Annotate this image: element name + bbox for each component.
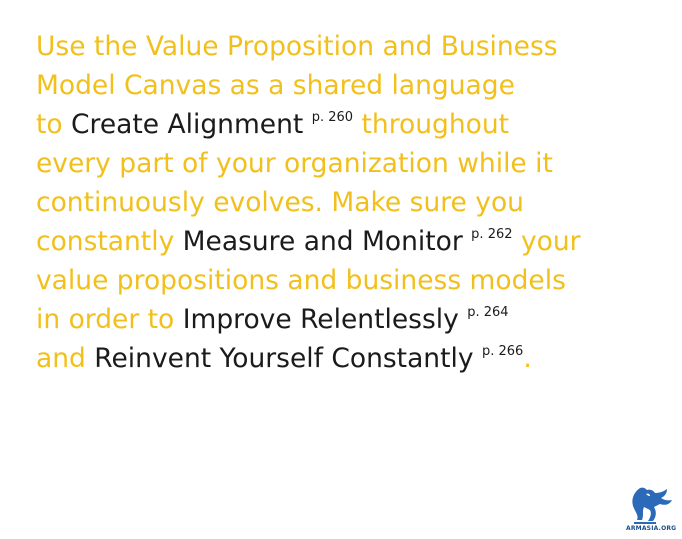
section-reference-reinvent-yourself-constantly[interactable]: Reinvent Yourself Constantly [94, 343, 474, 374]
page-reference: p. 264 [467, 305, 509, 320]
passage-text: continuously evolves. Make sure you [36, 187, 524, 218]
passage-line-9: and Reinvent Yourself Constantly p. 266. [36, 339, 676, 378]
passage-text: Use the Value Proposition and Business [36, 31, 558, 62]
passage-text: and [36, 343, 95, 374]
passage-line-6: constantly Measure and Monitor p. 262 yo… [36, 222, 676, 261]
griffin-logo-icon [632, 487, 672, 524]
passage-text: every part of your organization while it [36, 148, 553, 179]
passage-line-7: value propositions and business models [36, 261, 676, 300]
passage-text: . [523, 343, 532, 374]
passage-line-1: Use the Value Proposition and Business [36, 27, 676, 66]
watermark-logo: ARMASIA.ORG [626, 484, 682, 534]
passage-line-3: to Create Alignment p. 260 throughout [36, 105, 676, 144]
page-reference: p. 266 [481, 344, 524, 359]
passage-text: value propositions and business models [36, 265, 566, 296]
logo-text: ARMASIA.ORG [626, 525, 677, 532]
passage-text: constantly [36, 226, 183, 257]
passage-line-2: Model Canvas as a shared language [36, 66, 676, 105]
body-passage: Use the Value Proposition and Business M… [36, 27, 676, 378]
passage-line-8: in order to Improve Relentlessly p. 264 [36, 300, 676, 339]
passage-text: throughout [353, 109, 510, 140]
section-reference-measure-and-monitor[interactable]: Measure and Monitor [182, 226, 463, 257]
page-reference: p. 262 [471, 227, 513, 242]
passage-line-5: continuously evolves. Make sure you [36, 183, 676, 222]
section-reference-create-alignment[interactable]: Create Alignment [71, 109, 304, 140]
section-reference-improve-relentlessly[interactable]: Improve Relentlessly [182, 304, 459, 335]
passage-text: to [36, 109, 72, 140]
page-reference: p. 260 [311, 110, 354, 125]
passage-text: your [512, 226, 581, 257]
passage-text: Model Canvas as a shared language [36, 70, 515, 101]
passage-line-4: every part of your organization while it [36, 144, 676, 183]
passage-text: in order to [36, 304, 183, 335]
